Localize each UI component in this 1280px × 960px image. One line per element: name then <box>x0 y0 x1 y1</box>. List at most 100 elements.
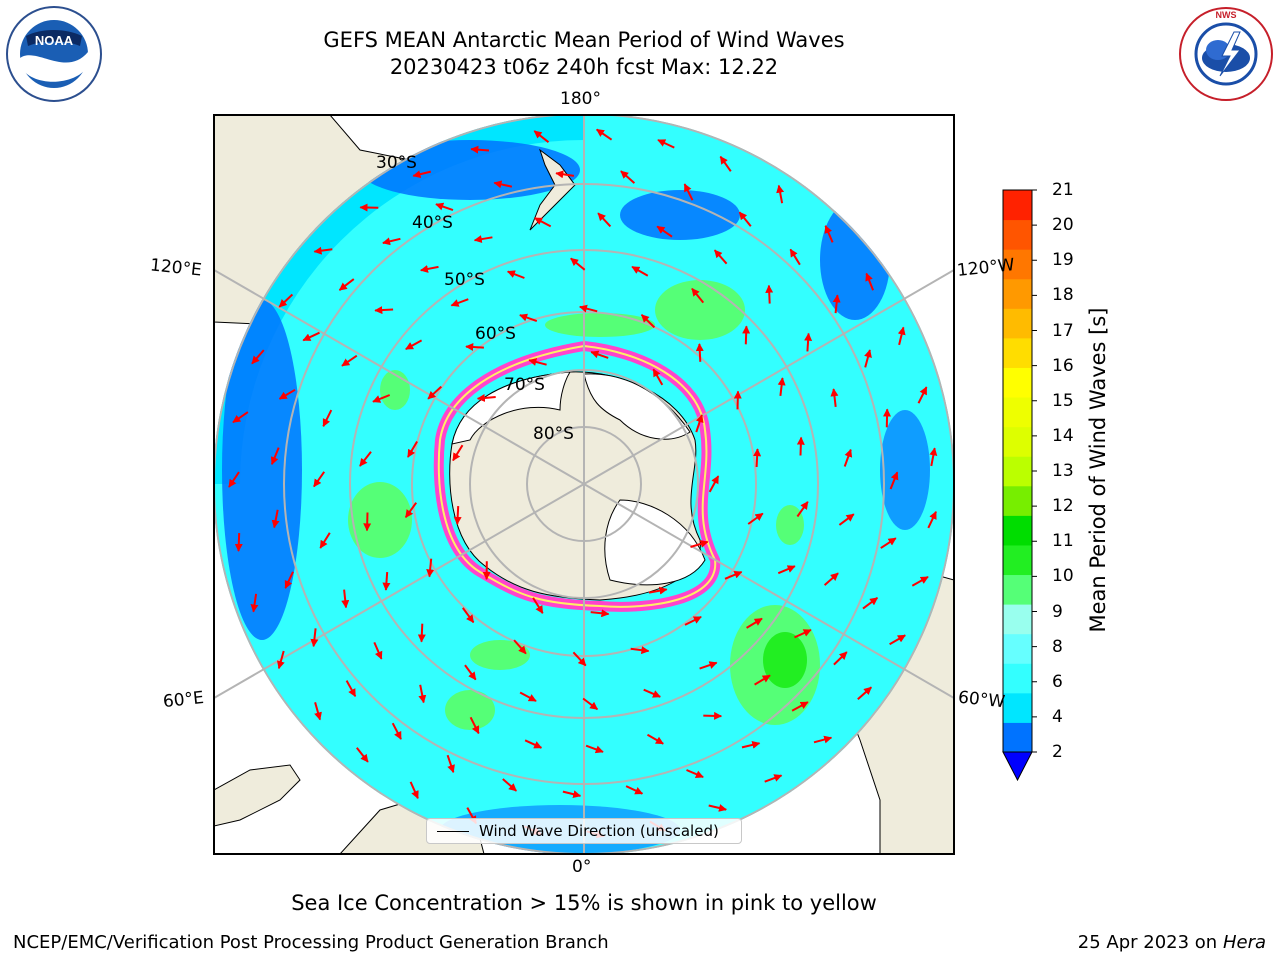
wind-wave-arrow <box>889 634 906 646</box>
wind-wave-arrow <box>534 217 552 228</box>
wind-wave-arrow <box>302 331 320 342</box>
colorbar-tick-label: 8 <box>1052 636 1063 657</box>
wind-wave-arrow <box>796 501 809 518</box>
wind-wave-arrow <box>695 414 704 433</box>
map-frame <box>213 114 955 855</box>
chart-title: GEFS MEAN Antarctic Mean Period of Wind … <box>323 28 845 52</box>
wind-wave-arrow <box>555 170 575 179</box>
wind-wave-arrow <box>461 607 475 624</box>
colorbar-tick-label: 17 <box>1052 320 1074 341</box>
colorbar-segment <box>1003 190 1032 221</box>
wind-wave-arrow <box>338 278 355 291</box>
wind-wave-arrow <box>738 211 752 227</box>
wind-wave-arrow <box>473 235 493 244</box>
colorbar-label: Mean Period of Wind Waves [s] <box>1086 307 1110 633</box>
lon-label-180: 180° <box>560 89 601 109</box>
wind-wave-arrow <box>391 722 402 740</box>
colorbar-tick-label: 18 <box>1052 285 1074 306</box>
wind-wave-arrow <box>813 735 833 744</box>
svg-text:NOAA: NOAA <box>35 33 74 48</box>
wind-wave-arrow <box>373 642 383 660</box>
wind-wave-arrow <box>374 306 394 315</box>
lon-label-0: 0° <box>572 857 592 877</box>
wind-wave-arrow <box>278 388 296 400</box>
wind-wave-arrow <box>804 332 813 352</box>
wind-wave-arrow <box>446 754 455 774</box>
wind-wave-arrow <box>435 202 454 212</box>
wind-wave-arrow <box>843 448 853 467</box>
long-period-region <box>380 370 410 410</box>
colorbar-segment <box>1003 397 1032 428</box>
wind-wave-arrow <box>426 558 435 578</box>
colorbar-segment <box>1003 544 1032 576</box>
wind-wave-arrow <box>579 304 598 313</box>
long-period-region <box>776 505 804 545</box>
lat-label-50s: 50°S <box>444 270 485 290</box>
wind-wave-arrow <box>341 354 358 367</box>
wind-wave-arrow <box>407 440 418 458</box>
wind-wave-arrow <box>864 349 872 368</box>
wind-wave-arrow <box>356 747 369 763</box>
wind-wave-arrow <box>513 639 527 655</box>
map-legend: Wind Wave Direction (unscaled) <box>426 818 742 844</box>
wind-wave-arrow <box>597 212 612 228</box>
wind-wave-arrow <box>412 170 432 179</box>
wind-wave-arrow <box>708 804 727 812</box>
wind-wave-arrow <box>794 628 812 639</box>
wind-wave-arrow <box>713 249 728 265</box>
wind-wave-arrow <box>823 572 839 586</box>
wind-wave-arrow <box>657 139 675 149</box>
colorbar-tick-label: 14 <box>1052 425 1074 446</box>
colorbar-tick-label: 6 <box>1052 671 1063 692</box>
wind-wave-arrow <box>232 411 249 424</box>
wind-wave-arrow <box>746 617 763 629</box>
footer-date: 25 Apr 2023 on Hera <box>1078 932 1266 954</box>
short-period-region <box>620 190 740 240</box>
wind-wave-arrow <box>690 540 709 548</box>
wind-wave-arrow <box>278 293 294 308</box>
colorbar-tick-label: 9 <box>1052 601 1063 622</box>
footer-credit: NCEP/EMC/Verification Post Processing Pr… <box>13 932 609 953</box>
colorbar-segment <box>1003 367 1032 398</box>
lat-label-60s: 60°S <box>475 324 516 344</box>
nws-logo: NWS <box>1179 7 1273 101</box>
wind-wave-arrow <box>465 343 484 351</box>
wind-wave-arrow <box>753 448 762 468</box>
wind-wave-arrow <box>572 651 587 667</box>
wind-wave-arrow <box>857 686 872 701</box>
colorbar-segment <box>1003 456 1032 487</box>
noaa-logo: NOAA <box>6 6 102 102</box>
wind-wave-arrow <box>502 778 517 792</box>
wind-wave-arrow <box>640 314 656 329</box>
colorbar-extend-triangle <box>1002 751 1033 782</box>
wind-wave-arrow <box>313 471 326 488</box>
wind-wave-arrow <box>405 339 423 350</box>
wind-wave-arrow <box>889 471 899 490</box>
wind-wave-arrow <box>562 790 582 799</box>
wind-wave-arrow <box>570 257 586 271</box>
wind-wave-arrow <box>532 597 544 614</box>
long-period-region <box>348 482 412 558</box>
wind-wave-arrow <box>789 248 801 266</box>
wind-wave-arrow <box>929 447 938 467</box>
wind-wave-arrow <box>250 593 259 613</box>
long-period-region <box>545 313 655 337</box>
wind-wave-arrow <box>625 785 644 795</box>
wind-wave-arrow <box>270 447 280 466</box>
wind-wave-arrow <box>643 688 661 698</box>
wind-wave-arrow <box>832 294 841 314</box>
wind-wave-arrow <box>824 225 834 243</box>
lat-label-30s: 30°S <box>376 153 417 173</box>
wind-wave-arrow <box>310 628 319 648</box>
footer-machine: Hera <box>1222 932 1266 953</box>
lat-label-80s: 80°S <box>533 424 574 444</box>
lon-label-60e: 60°E <box>162 687 205 713</box>
wind-wave-arrow <box>648 586 668 595</box>
wind-wave-arrow <box>865 272 875 291</box>
wind-wave-arrow <box>519 691 537 702</box>
colorbar-segment <box>1003 278 1032 309</box>
wind-wave-arrow <box>862 596 879 610</box>
wind-wave-arrow <box>838 513 855 526</box>
colorbar-segment <box>1003 219 1032 250</box>
